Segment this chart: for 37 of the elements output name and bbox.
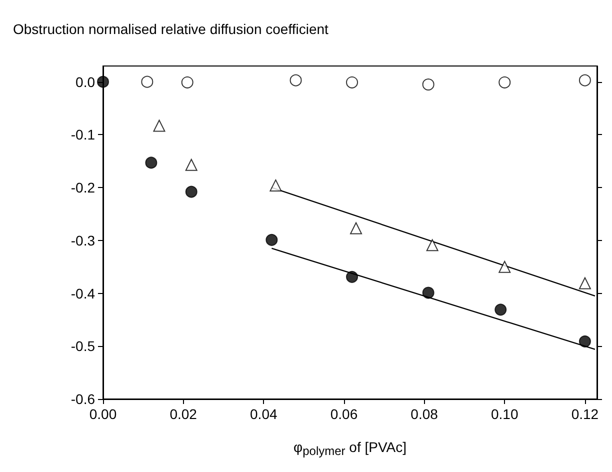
point xyxy=(422,286,434,299)
point xyxy=(350,222,362,234)
point xyxy=(181,76,194,88)
point xyxy=(290,74,302,86)
y-tick-label: 0.0 xyxy=(76,74,96,90)
point xyxy=(578,74,591,86)
x-tick-label: 0.04 xyxy=(250,406,278,422)
point xyxy=(346,76,358,88)
point xyxy=(346,270,358,283)
y-tick-label: -0.2 xyxy=(70,180,96,196)
point xyxy=(578,277,591,290)
point xyxy=(145,156,158,169)
x-tick-label: 0.12 xyxy=(571,406,599,422)
x-tick-label: 0.06 xyxy=(330,406,358,422)
y-tick-label: -0.6 xyxy=(70,391,96,407)
point xyxy=(498,260,511,273)
y-tick-label: -0.4 xyxy=(70,285,96,302)
point xyxy=(141,76,154,88)
y-tick-label: -0.5 xyxy=(70,338,96,354)
point xyxy=(185,186,198,198)
point xyxy=(97,76,109,88)
point xyxy=(266,234,278,246)
point xyxy=(270,179,282,192)
x-tick-label: 0.10 xyxy=(491,406,518,422)
point xyxy=(422,78,434,90)
point xyxy=(153,120,166,132)
y-axis-title: Obstruction normalised relative diffusion coefficient xyxy=(13,21,329,37)
point xyxy=(498,76,511,88)
x-tick-label: 0.00 xyxy=(89,406,117,422)
x-tick-label: 0.02 xyxy=(170,406,198,422)
y-tick-label: -0.3 xyxy=(70,232,96,248)
x-tick-label: 0.08 xyxy=(410,406,438,422)
point xyxy=(426,239,438,252)
point xyxy=(578,335,591,348)
point xyxy=(185,158,198,171)
point xyxy=(494,304,507,316)
y-tick-label: -0.1 xyxy=(70,126,96,143)
